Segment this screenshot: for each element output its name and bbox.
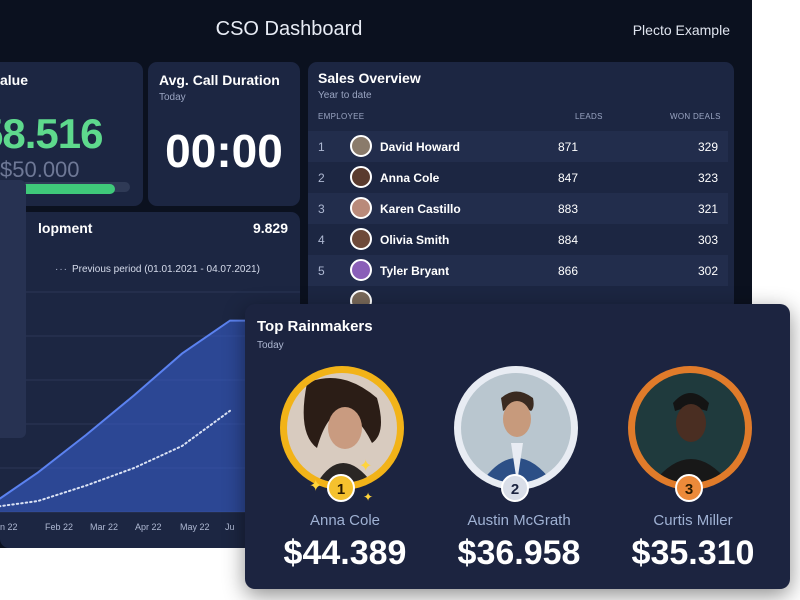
series-previous-line <box>0 409 231 508</box>
col-won-deals: WON DEALS <box>670 112 721 121</box>
chart-legend: ··· Previous period (01.01.2021 - 04.07.2… <box>55 264 260 275</box>
x-tick-label: May 22 <box>180 522 210 532</box>
row-name: David Howard <box>380 140 461 154</box>
x-tick-label: Apr 22 <box>135 522 162 532</box>
legend-label: Previous period (01.01.2021 - 04.07.2021… <box>72 264 260 275</box>
rank-medal: 1 <box>327 474 355 502</box>
table-row[interactable]: 2 Anna Cole 847 323 <box>308 162 728 193</box>
dashboard-title: CSO Dashboard <box>215 18 363 40</box>
row-name: Karen Castillo <box>380 202 461 216</box>
value-amount: 58.516 <box>0 110 103 157</box>
row-leads: 884 <box>557 233 578 247</box>
rainmaker-1[interactable]: 1 ✦ ✦ ✦ Anna Cole $44.389 <box>245 366 417 586</box>
row-won: 303 <box>697 233 718 247</box>
avatar <box>350 135 372 157</box>
avatar <box>287 373 397 483</box>
x-tick-label: n 22 <box>0 522 18 532</box>
overlay-side-panel <box>0 180 26 438</box>
sales-subtitle: Year to date <box>318 90 372 101</box>
rank-medal: 2 <box>501 474 529 502</box>
row-won: 329 <box>697 140 718 154</box>
brand-label: Plecto Example <box>632 22 730 38</box>
x-tick-label: Ju <box>225 522 235 532</box>
call-duration-card[interactable]: Avg. Call Duration Today 00:00 <box>148 62 300 206</box>
row-rank: 1 <box>318 140 325 154</box>
rainmakers-title: Top Rainmakers <box>257 318 373 335</box>
x-tick-label: Feb 22 <box>45 522 73 532</box>
avatar <box>635 373 745 483</box>
avatar <box>350 259 372 281</box>
sparkle-icon: ✦ <box>363 490 374 504</box>
row-won: 302 <box>697 264 718 278</box>
rainmaker-name: Anna Cole <box>309 512 381 529</box>
row-leads: 847 <box>557 171 578 185</box>
row-won: 321 <box>697 202 718 216</box>
rainmaker-amount: $44.389 <box>283 534 407 572</box>
row-name: Tyler Bryant <box>380 264 450 278</box>
row-rank: 3 <box>318 202 325 216</box>
rainmaker-name: Curtis Miller <box>653 512 733 529</box>
row-rank: 5 <box>318 264 325 278</box>
progress-fill <box>0 184 115 194</box>
rainmaker-3[interactable]: 3 Curtis Miller $35.310 <box>593 366 765 586</box>
value-card-title: alue <box>0 72 29 88</box>
call-duration-value: 00:00 <box>165 125 283 177</box>
col-employee: EMPLOYEE <box>318 112 365 121</box>
dashboard-window: CSO Dashboard Plecto Example alue 58.516… <box>0 0 752 548</box>
dotted-line-icon: ··· <box>55 264 68 275</box>
rank-medal: 3 <box>675 474 703 502</box>
chart-total: 9.829 <box>252 220 288 236</box>
top-rainmakers-card[interactable]: Top Rainmakers Today 1 ✦ ✦ ✦ Anna Cole $… <box>245 304 790 589</box>
rainmaker-name: Austin McGrath <box>467 512 571 529</box>
rainmakers-subtitle: Today <box>257 340 284 351</box>
sparkle-icon: ✦ <box>309 478 323 495</box>
avatar <box>350 228 372 250</box>
call-card-subtitle: Today <box>159 92 186 103</box>
sales-title: Sales Overview <box>318 70 421 86</box>
row-rank: 2 <box>318 171 325 185</box>
chart-title: lopment <box>38 220 93 236</box>
row-name: Olivia Smith <box>380 233 450 247</box>
table-row[interactable]: 3 Karen Castillo 883 321 <box>308 193 728 224</box>
table-row[interactable]: 1 David Howard 871 329 <box>308 131 728 162</box>
sales-overview-card[interactable]: Sales Overview Year to date EMPLOYEE LEA… <box>308 62 734 312</box>
avatar <box>350 166 372 188</box>
series-current-area <box>0 320 300 512</box>
row-leads: 883 <box>557 202 578 216</box>
table-row[interactable]: 4 Olivia Smith 884 303 <box>308 224 728 255</box>
avatar <box>350 197 372 219</box>
rainmaker-amount: $36.958 <box>457 534 581 572</box>
table-row[interactable]: 5 Tyler Bryant 866 302 <box>308 255 728 286</box>
series-current-line <box>0 319 300 500</box>
rainmaker-2[interactable]: 2 Austin McGrath $36.958 <box>419 366 591 586</box>
row-won: 323 <box>697 171 718 185</box>
col-leads: LEADS <box>575 112 603 121</box>
row-name: Anna Cole <box>380 171 440 185</box>
avatar <box>461 373 571 483</box>
row-leads: 866 <box>557 264 578 278</box>
sparkle-icon: ✦ <box>359 458 373 475</box>
call-card-title: Avg. Call Duration <box>159 72 280 88</box>
x-tick-label: Mar 22 <box>90 522 118 532</box>
rainmaker-amount: $35.310 <box>631 534 755 572</box>
row-rank: 4 <box>318 233 325 247</box>
target-amount: $50.000 <box>0 157 80 182</box>
row-leads: 871 <box>557 140 578 154</box>
